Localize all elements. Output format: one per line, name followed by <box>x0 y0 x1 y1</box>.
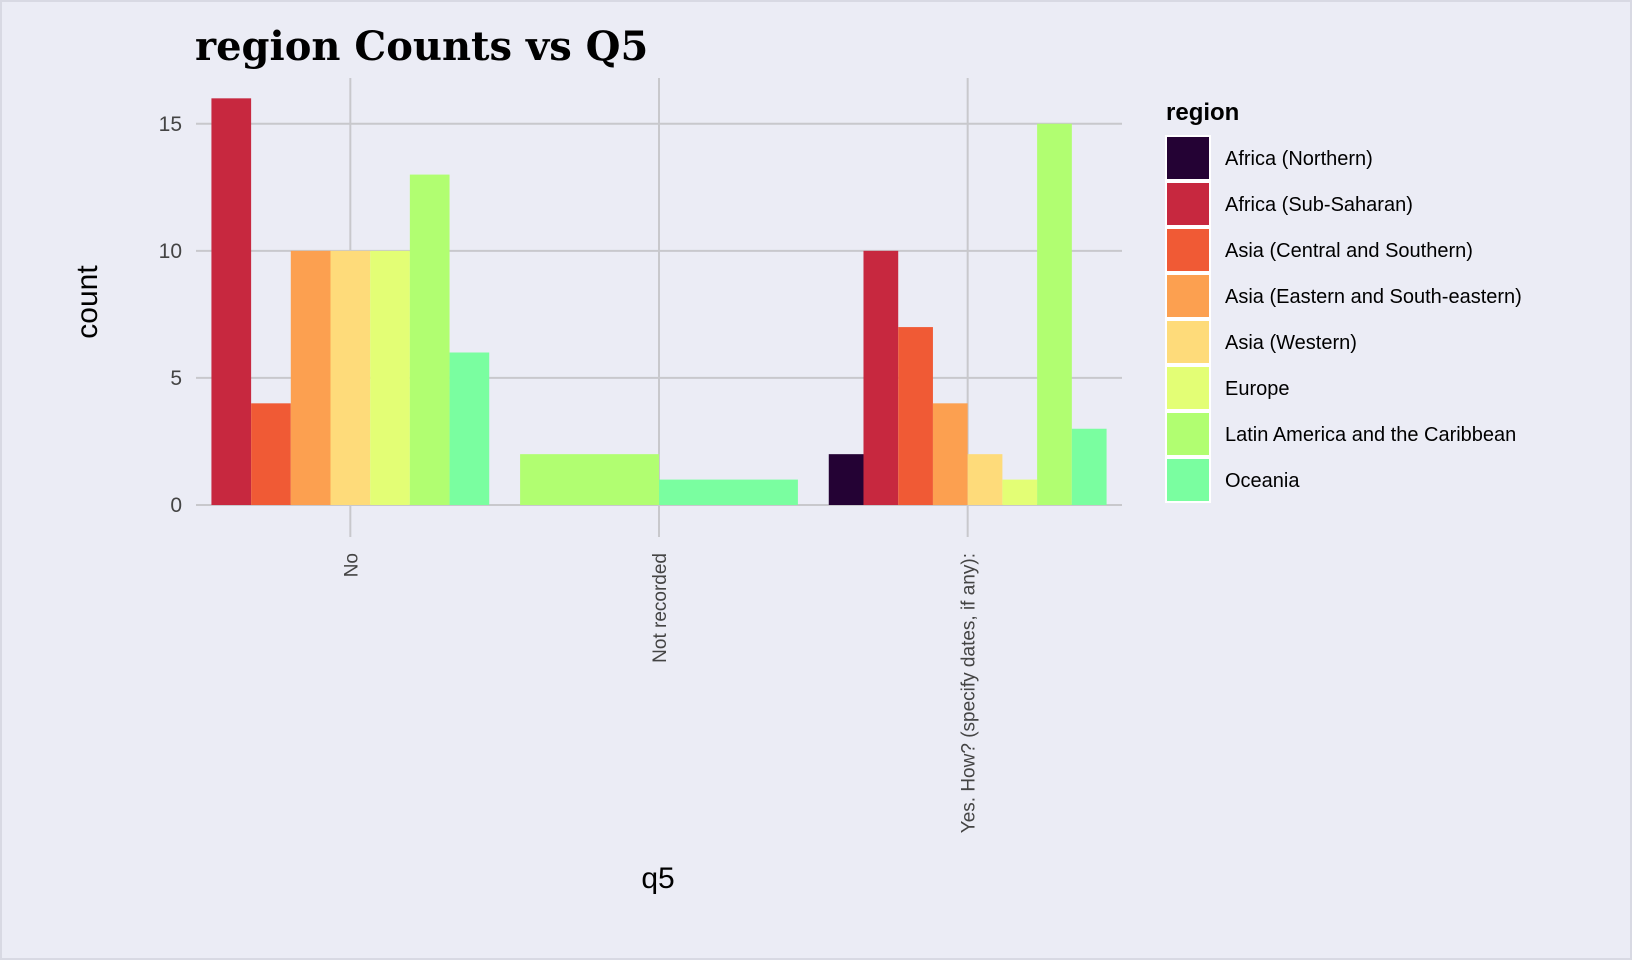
y-axis-title: count <box>71 265 104 339</box>
x-axis-title: q5 <box>641 862 674 895</box>
bar-africa-sub-saharan-no <box>211 98 252 505</box>
y-tick-label: 0 <box>170 494 182 517</box>
bar-oceania-not-recorded <box>659 479 798 505</box>
y-tick-label: 10 <box>159 240 182 263</box>
x-tick-label: Yes. How? (specify dates, if any): <box>959 553 980 833</box>
bar-asia-central-and-southern-yes-how-specify-dates-if-any <box>898 327 933 505</box>
legend-swatch <box>1165 319 1211 365</box>
legend-label: Oceania <box>1225 470 1300 492</box>
bar-africa-sub-saharan-yes-how-specify-dates-if-any <box>863 250 899 505</box>
bar-latin-america-and-the-caribbean-not-recorded <box>520 454 659 505</box>
bar-asia-western-no <box>330 250 371 505</box>
legend-swatch <box>1165 135 1211 181</box>
legend-swatch <box>1165 227 1211 273</box>
chart-title: region Counts vs Q5 <box>195 23 648 70</box>
legend-label: Africa (Northern) <box>1225 148 1373 170</box>
x-tick-label: No <box>341 553 362 577</box>
bar-asia-eastern-and-south-eastern-no <box>290 250 331 505</box>
bar-oceania-yes-how-specify-dates-if-any <box>1071 428 1107 505</box>
bar-asia-central-and-southern-no <box>251 403 291 505</box>
legend-label: Latin America and the Caribbean <box>1225 424 1516 446</box>
y-tick-label: 5 <box>170 367 182 390</box>
bar-oceania-no <box>449 352 490 505</box>
legend-swatch <box>1165 457 1211 503</box>
legend-swatch <box>1165 181 1211 227</box>
legend: Africa (Northern) Africa (Sub-Saharan) Asi… <box>1165 135 1522 503</box>
legend-label: Europe <box>1225 378 1290 400</box>
bar-latin-america-and-the-caribbean-no <box>409 174 450 506</box>
bar-europe-no <box>370 250 410 505</box>
bar-europe-yes-how-specify-dates-if-any <box>1002 479 1038 505</box>
legend-title: region <box>1166 99 1239 126</box>
legend-label: Asia (Western) <box>1225 332 1357 354</box>
legend-swatch <box>1165 273 1211 319</box>
bar-asia-western-yes-how-specify-dates-if-any <box>967 454 1003 505</box>
y-tick-label: 15 <box>159 113 182 136</box>
x-tick-label: Not recorded <box>650 553 671 663</box>
legend-swatch <box>1165 411 1211 457</box>
legend-label: Asia (Eastern and South-eastern) <box>1225 286 1522 308</box>
legend-swatch <box>1165 365 1211 411</box>
legend-label: Africa (Sub-Saharan) <box>1225 194 1413 216</box>
bar-asia-eastern-and-south-eastern-yes-how-specify-dates-if-any <box>932 403 968 505</box>
bar-africa-northern-yes-how-specify-dates-if-any <box>828 454 864 505</box>
tick-labels: 0 5 10 15 No Not recorded Yes. How? (specify d… <box>159 113 980 833</box>
bars <box>211 98 1107 506</box>
legend-label: Asia (Central and Southern) <box>1225 240 1473 262</box>
bar-latin-america-and-the-caribbean-yes-how-specify-dates-if-any <box>1037 123 1072 505</box>
